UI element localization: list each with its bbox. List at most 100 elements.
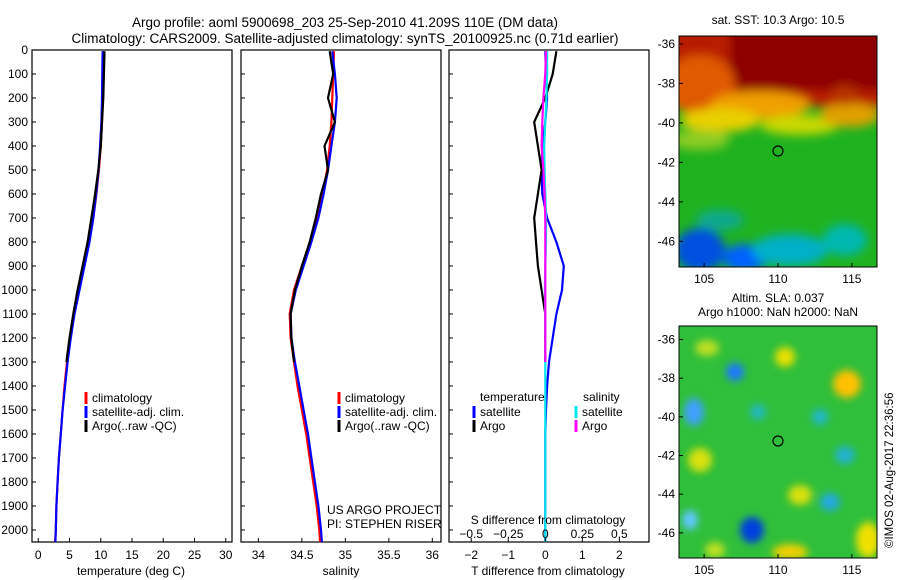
legend-label-argo: Argo(..raw -QC) — [92, 419, 177, 433]
figure-title-line2: Climatology: CARS2009. Satellite-adjuste… — [71, 31, 618, 46]
s-diff-tick-label: 0.25 — [571, 527, 595, 541]
sla-high-3 — [695, 340, 719, 356]
sla-low-5 — [835, 446, 855, 464]
x-tick-label: 0 — [35, 548, 42, 562]
sst-cold-blob-1 — [679, 228, 725, 267]
x-tick-label: 35 — [339, 548, 353, 562]
map-y-tick-label: -36 — [658, 37, 676, 51]
difference-panel-frame — [448, 49, 650, 543]
x-tick-label: 34.5 — [290, 548, 314, 562]
map-y-tick-label: -38 — [658, 76, 676, 90]
x-tick-label: 34 — [252, 548, 266, 562]
legend-title-temperature: temperature — [480, 390, 545, 404]
x-tick-label: 30 — [219, 548, 233, 562]
x-tick-label: 0 — [542, 548, 549, 562]
difference-x-ticks: −2 −1 0 1 2 −0.5 −0.25 0 0.25 0.5 — [459, 527, 628, 562]
sla-low-1 — [726, 363, 744, 381]
depth-tick-label: 500 — [8, 163, 28, 177]
depth-tick-label: 700 — [8, 211, 28, 225]
depth-tick-label: 1400 — [1, 379, 28, 393]
series-line-climatology — [54, 51, 105, 542]
depth-tick-label: 0 — [21, 43, 28, 57]
legend-label-satellite: satellite-adj. clim. — [345, 405, 437, 419]
map-y-tick-label: -42 — [658, 155, 676, 169]
difference-legend: temperature salinity satellite Argo sate… — [472, 390, 623, 433]
x-tick-label: 15 — [125, 548, 139, 562]
legend-label-argo: Argo(..raw -QC) — [345, 419, 430, 433]
sla-map-ticks: 105 110 115 -36 -38 -40 -42 -44 -46 — [658, 333, 862, 577]
sla-field-blobs — [682, 340, 877, 558]
depth-tick-label: 300 — [8, 115, 28, 129]
x-tick-label: 35.5 — [377, 548, 401, 562]
sla-high-4 — [688, 448, 712, 472]
depth-tick-label: 100 — [8, 67, 28, 81]
sst-field-blobs — [679, 36, 877, 267]
project-note-line2: PI: STEPHEN RISER — [327, 517, 442, 531]
x-tick-label: 1 — [579, 548, 586, 562]
sst-lightgreen-band — [679, 130, 730, 150]
sla-high-1 — [775, 347, 795, 367]
map-y-tick-label: -42 — [658, 449, 676, 463]
salinity-x-ticks: 34 34.5 35 35.5 36 — [252, 538, 439, 562]
sla-heatmap — [679, 326, 877, 558]
depth-tick-label: 1300 — [1, 355, 28, 369]
salinity-legend: climatology satellite-adj. clim. Argo(..… — [337, 391, 437, 433]
s-diff-tick-label: 0 — [542, 527, 549, 541]
legend-label-s-satellite: satellite — [582, 405, 623, 419]
map-x-tick-label: 110 — [768, 272, 787, 286]
depth-tick-label: 800 — [8, 235, 28, 249]
sla-argo-marker — [772, 435, 784, 447]
sla-high-5 — [788, 485, 812, 505]
salinity-plot — [288, 51, 338, 542]
map-y-tick-label: -40 — [658, 116, 676, 130]
series-line-s-argo — [540, 51, 548, 362]
depth-axis: 0 100 200 300 400 500 600 700 800 900 1000 1100 1200… — [1, 43, 453, 537]
series-line-satellite — [289, 51, 338, 542]
x-tick-label: 10 — [94, 548, 108, 562]
x-tick-label: 25 — [188, 548, 202, 562]
depth-tick-label: 1900 — [1, 499, 28, 513]
sst-map-ticks: 105 110 115 -36 -38 -40 -42 -44 -46 — [658, 37, 862, 286]
sst-orange-front-2 — [820, 103, 877, 127]
sla-high-2 — [833, 370, 861, 398]
legend-label-s-argo: Argo — [582, 419, 608, 433]
map-y-tick-label: -46 — [658, 526, 676, 540]
map-x-tick-label: 115 — [842, 272, 861, 286]
map-x-tick-label: 105 — [694, 563, 714, 577]
depth-tick-label: 1800 — [1, 475, 28, 489]
sst-heatmap — [679, 36, 877, 267]
project-note-line1: US ARGO PROJECT — [327, 503, 442, 517]
legend-label-t-satellite: satellite — [480, 405, 521, 419]
map-x-tick-label: 110 — [768, 563, 787, 577]
sst-cyan-patch — [752, 234, 828, 266]
sst-yellow-front — [680, 108, 760, 132]
sla-low-4 — [812, 409, 828, 425]
s-diff-tick-label: 0.5 — [611, 527, 628, 541]
sst-cyan-patch-2 — [823, 224, 867, 256]
temperature-panel-frame — [31, 49, 233, 543]
imos-credit: ©IMOS 02-Aug-2017 22:36:56 — [884, 392, 896, 548]
s-diff-tick-label: −0.25 — [493, 527, 524, 541]
map-x-tick-label: 115 — [842, 563, 861, 577]
depth-tick-label: 1600 — [1, 427, 28, 441]
map-x-tick-label: 105 — [694, 272, 714, 286]
sla-low-6 — [740, 517, 764, 543]
salinity-panel-frame — [240, 49, 442, 543]
series-line-argo — [65, 51, 106, 363]
s-difference-axis-label: S difference from climatology — [471, 513, 626, 527]
depth-tick-label: 1200 — [1, 331, 28, 345]
sla-high-8 — [705, 542, 725, 558]
series-line-satellite — [54, 51, 104, 542]
sst-warmest-band — [730, 36, 877, 90]
t-difference-axis-label: T difference from climatology — [471, 564, 625, 578]
figure-title-line1: Argo profile: aoml 5900698_203 25-Sep-20… — [132, 15, 558, 30]
depth-tick-label: 1100 — [2, 307, 28, 321]
legend-label-t-argo: Argo — [480, 419, 506, 433]
sst-yellow-front-2 — [760, 115, 840, 135]
s-diff-tick-label: −0.5 — [459, 527, 483, 541]
depth-tick-label: 1700 — [1, 451, 28, 465]
legend-label-climatology: climatology — [345, 391, 405, 405]
sla-high-6 — [772, 544, 808, 558]
depth-tick-label: 200 — [8, 91, 28, 105]
